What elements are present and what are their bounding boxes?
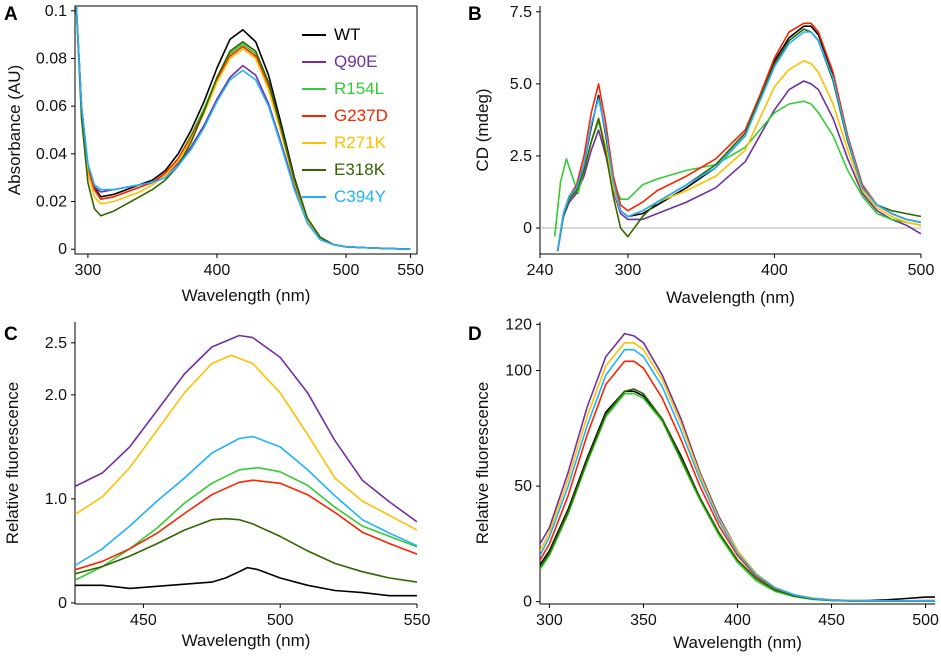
series-line-r154l [75, 466, 417, 581]
series-line-q90e [75, 334, 417, 523]
x-axis-label: Wavelength (nm) [666, 288, 795, 307]
panel-letter: C [4, 324, 18, 345]
series-line-r271k [75, 354, 417, 531]
x-axis-label: Wavelength (nm) [182, 286, 311, 305]
x-tick-label: 500 [267, 612, 294, 629]
legend-label: WT [334, 25, 360, 44]
series-group [75, 6, 411, 250]
series-line-g237d [75, 479, 417, 571]
series-line-e318k [75, 517, 417, 583]
y-tick-label: 0 [58, 241, 67, 258]
series-group [75, 334, 417, 597]
y-tick-label: 0.06 [36, 98, 67, 115]
y-tick-label: 100 [505, 363, 532, 380]
panel-a: A 0 0.02 0.04 0.06 0.08 0.1 300 400 500 550 Wavelen… [4, 3, 424, 305]
x-tick-label: 550 [397, 262, 424, 279]
x-tick-label: 450 [130, 612, 157, 629]
x-axis-label: Wavelength (nm) [673, 633, 802, 652]
series-line-q90e [556, 80, 921, 252]
plot-frame [74, 5, 418, 255]
series-group [553, 22, 921, 252]
panel-b: B 0 2.5 5.0 7.5 240 300 400 500 Wavelength (nm) CD… [468, 4, 934, 307]
series-line-c394y [75, 435, 417, 567]
x-tick-label: 300 [615, 262, 642, 279]
panel-letter: A [4, 4, 18, 25]
y-tick-label: 0.08 [36, 50, 67, 67]
y-tick-label: 7.5 [510, 4, 532, 21]
panel-letter: B [468, 4, 482, 25]
x-tick-label: 400 [204, 262, 231, 279]
y-tick-label: 1.0 [45, 491, 67, 508]
x-tick-label: 240 [527, 262, 554, 279]
series-line-c394y [556, 31, 921, 252]
series-line-wt [540, 390, 935, 602]
x-tick-label: 550 [404, 612, 431, 629]
series-line-c394y [540, 348, 935, 602]
x-axis-label: Wavelength (nm) [182, 631, 311, 650]
series-line-g237d [556, 22, 921, 252]
series-line-wt [75, 566, 417, 597]
y-tick-label: 0.02 [36, 194, 67, 211]
y-tick-label: 50 [514, 478, 532, 495]
x-tick-label: 400 [761, 262, 788, 279]
panel-d: D 0 50 100 120 300 350 400 450 500 Wavelength (nm)… [468, 316, 939, 652]
y-axis-label: Relative fluorescence [473, 382, 492, 545]
x-tick-label: 500 [912, 612, 939, 629]
series-group [540, 332, 935, 603]
legend-label: R154L [334, 79, 384, 98]
y-tick-label: 0 [523, 220, 532, 237]
y-axis-label: Relative fluorescence [3, 382, 22, 545]
legend-label: Q90E [334, 52, 377, 71]
y-axis-label: Absorbance (AU) [5, 65, 24, 195]
series-line-r271k [556, 59, 921, 252]
y-tick-label: 5.0 [510, 76, 532, 93]
panel-c: C 0 1.0 2.0 2.5 450 500 550 Wavelength (nm) Relat… [3, 322, 430, 650]
x-tick-label: 500 [333, 262, 360, 279]
y-tick-label: 2.5 [510, 148, 532, 165]
y-tick-label: 0.04 [36, 146, 67, 163]
y-tick-label: 2.5 [45, 335, 67, 352]
x-tick-label: 450 [818, 612, 845, 629]
series-line-e318k [75, 6, 411, 250]
series-line-e318k [556, 28, 921, 252]
y-axis-label: CD (mdeg) [473, 88, 492, 171]
x-tick-label: 400 [724, 612, 751, 629]
series-line-c394y [75, 6, 411, 250]
series-line-r154l [540, 392, 935, 603]
x-tick-label: 300 [75, 262, 102, 279]
x-tick-label: 350 [630, 612, 657, 629]
legend: WT Q90E R154L G237D R271K E318K C394Y [302, 25, 388, 206]
y-tick-label: 0.1 [45, 3, 67, 20]
series-line-e318k [540, 388, 935, 602]
legend-label: E318K [334, 160, 386, 179]
panel-letter: D [468, 324, 482, 345]
legend-label: R271K [334, 133, 387, 152]
x-tick-label: 500 [908, 262, 935, 279]
legend-label: C394Y [334, 187, 386, 206]
x-tick-label: 300 [536, 612, 563, 629]
y-tick-label: 0 [523, 594, 532, 611]
y-tick-label: 120 [505, 316, 532, 333]
y-tick-label: 2.0 [45, 387, 67, 404]
series-line-g237d [540, 360, 935, 602]
y-tick-label: 0 [58, 595, 67, 612]
legend-label: G237D [334, 106, 388, 125]
